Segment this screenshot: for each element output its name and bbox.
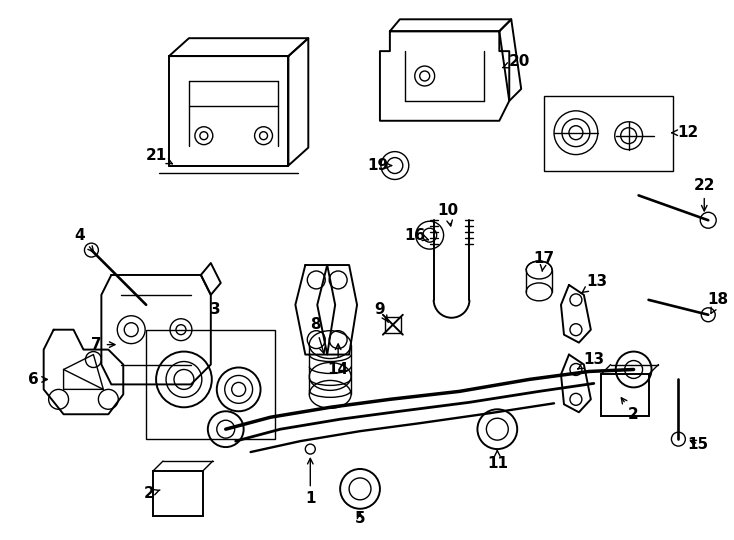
Bar [146, 330, 275, 439]
Text: 3: 3 [211, 302, 221, 318]
Text: 13: 13 [578, 352, 604, 369]
Text: 18: 18 [708, 292, 729, 313]
Text: 6: 6 [29, 372, 47, 387]
Text: 14: 14 [327, 344, 349, 377]
Bar [385, 317, 401, 333]
Text: 4: 4 [74, 228, 94, 252]
Text: 21: 21 [145, 148, 172, 164]
Text: 7: 7 [91, 337, 115, 352]
Text: 5: 5 [355, 511, 366, 526]
Text: 22: 22 [694, 178, 715, 211]
Text: 11: 11 [487, 450, 508, 471]
Text: 15: 15 [688, 437, 709, 451]
Text: 19: 19 [368, 158, 392, 173]
Bar [544, 96, 673, 171]
Text: 17: 17 [534, 251, 555, 271]
Text: 1: 1 [305, 458, 316, 507]
Bar [601, 374, 649, 416]
Text: 9: 9 [374, 302, 388, 322]
Text: 8: 8 [310, 317, 325, 353]
Text: 12: 12 [672, 125, 699, 140]
Text: 2: 2 [144, 487, 160, 501]
Text: 16: 16 [404, 228, 429, 242]
Text: 20: 20 [503, 53, 530, 69]
Text: 10: 10 [437, 203, 458, 226]
Text: 13: 13 [581, 274, 607, 293]
Bar [153, 471, 203, 516]
Text: 2: 2 [621, 398, 639, 422]
